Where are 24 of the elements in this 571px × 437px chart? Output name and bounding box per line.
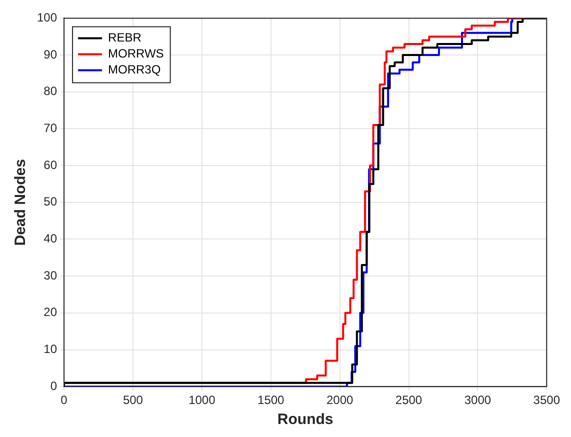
y-tick-label: 70 xyxy=(44,121,58,136)
legend-label: MORRWS xyxy=(108,46,164,61)
y-tick-label: 20 xyxy=(44,305,58,320)
y-axis-title: Dead Nodes xyxy=(12,159,30,246)
x-axis-title: Rounds xyxy=(277,411,334,428)
y-tick-label: 40 xyxy=(44,232,58,246)
x-tick-label: 500 xyxy=(122,393,144,408)
y-tick-label: 0 xyxy=(50,378,58,393)
y-tick-label: 30 xyxy=(44,268,58,282)
y-tick-label: 90 xyxy=(44,47,58,62)
y-tick-label: 60 xyxy=(44,158,58,172)
y-tick-label: 10 xyxy=(44,342,58,356)
y-tick-label: 50 xyxy=(44,194,58,209)
legend-label: MORR3Q xyxy=(108,62,161,77)
x-tick-label: 2500 xyxy=(395,393,422,408)
y-tick-label: 80 xyxy=(44,84,58,98)
x-tick-label: 3000 xyxy=(464,393,492,408)
x-tick-label: 1000 xyxy=(188,393,216,408)
x-tick-label: 0 xyxy=(60,393,68,408)
y-tick-label: 100 xyxy=(36,10,58,25)
x-tick-label: 3500 xyxy=(533,393,560,408)
legend-label: REBR xyxy=(108,30,142,45)
x-tick-label: 1500 xyxy=(258,393,285,408)
x-tick-label: 2000 xyxy=(326,393,354,408)
